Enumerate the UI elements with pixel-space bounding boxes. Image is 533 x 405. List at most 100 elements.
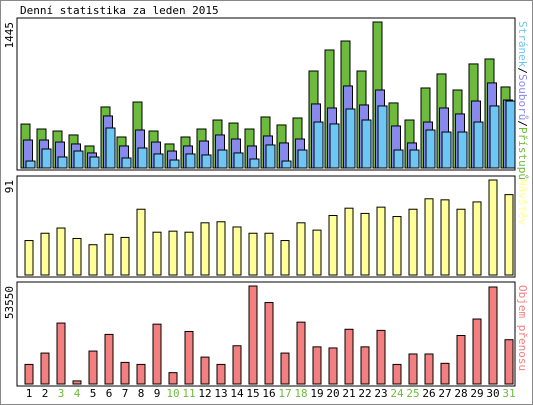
bar — [120, 361, 130, 385]
bar — [168, 230, 178, 276]
x-tick-label: 11 — [182, 387, 195, 400]
x-tick-label: 10 — [166, 387, 179, 400]
y-tick-label: 53550 — [3, 286, 16, 319]
x-tick-label: 6 — [106, 387, 113, 400]
bar — [472, 318, 482, 385]
bar — [297, 149, 308, 169]
legend-label: Stránek — [516, 21, 529, 68]
bar — [73, 150, 84, 169]
bar — [264, 232, 274, 276]
x-tick-label: 28 — [454, 387, 467, 400]
bar — [233, 152, 244, 169]
bar — [25, 160, 36, 169]
x-tick-label: 9 — [154, 387, 161, 400]
bar — [200, 356, 210, 385]
bar — [473, 121, 484, 169]
x-tick-label: 4 — [74, 387, 81, 400]
x-tick-label: 24 — [390, 387, 404, 400]
x-tick-label: 26 — [422, 387, 435, 400]
bar — [456, 208, 466, 276]
bar — [137, 147, 148, 169]
x-tick-label: 31 — [502, 387, 515, 400]
x-tick-label: 16 — [262, 387, 275, 400]
bar — [345, 108, 356, 169]
bar — [504, 339, 514, 385]
x-tick-label: 3 — [58, 387, 65, 400]
bar — [152, 323, 162, 385]
bar — [312, 229, 322, 276]
chart-title: Denní statistika za leden 2015 — [20, 4, 219, 17]
bar — [408, 353, 418, 385]
bar — [296, 222, 306, 276]
x-tick-label: 15 — [246, 387, 259, 400]
bar — [329, 123, 340, 169]
bar — [40, 352, 50, 385]
x-tick-label: 1 — [26, 387, 33, 400]
x-tick-label: 13 — [214, 387, 227, 400]
bar — [89, 156, 100, 169]
bar — [40, 232, 50, 276]
bar — [265, 144, 276, 169]
bar — [152, 231, 162, 276]
x-tick-label: 21 — [342, 387, 355, 400]
bar — [248, 285, 258, 385]
bar — [185, 153, 196, 169]
bar — [328, 347, 338, 385]
bar — [360, 346, 370, 385]
bar — [393, 149, 404, 169]
bar — [88, 350, 98, 385]
bar — [24, 363, 34, 385]
bar — [56, 322, 66, 385]
bar — [41, 148, 52, 169]
x-tick-label: 18 — [294, 387, 307, 400]
bar — [248, 232, 258, 276]
legend: Stránek/Souborů/Přístupů — [516, 21, 529, 180]
bar — [232, 345, 242, 385]
x-tick-label: 5 — [90, 387, 97, 400]
bar — [440, 362, 450, 385]
bar — [409, 149, 420, 169]
bar — [153, 153, 164, 169]
bar — [105, 127, 116, 169]
legend: Objem přenosu — [516, 285, 529, 371]
bar — [104, 333, 114, 385]
x-tick-label: 17 — [278, 387, 291, 400]
bar — [425, 129, 436, 169]
x-tick-label: 14 — [230, 387, 244, 400]
bar — [392, 216, 402, 276]
bar — [280, 240, 290, 276]
bar — [392, 363, 402, 385]
bar — [488, 179, 498, 276]
bar — [72, 380, 82, 385]
bar — [505, 100, 516, 169]
legend-label: Návštěv — [516, 179, 529, 226]
bar — [120, 236, 130, 276]
bar — [328, 214, 338, 276]
bar — [456, 335, 466, 385]
bar — [489, 105, 500, 169]
x-tick-label: 29 — [470, 387, 483, 400]
bar — [376, 206, 386, 276]
bar — [216, 221, 226, 276]
bar — [169, 159, 180, 169]
bar — [57, 156, 68, 169]
bar — [232, 226, 242, 276]
x-tick-label: 12 — [198, 387, 211, 400]
x-tick-label: 25 — [406, 387, 419, 400]
bar — [249, 158, 260, 169]
bar — [201, 154, 212, 169]
y-tick-label: 91 — [3, 180, 16, 193]
bar — [72, 237, 82, 276]
bar — [104, 233, 114, 276]
legend-label: Souborů — [516, 74, 529, 120]
bar — [200, 222, 210, 276]
bar — [424, 198, 434, 276]
y-tick-label: 1445 — [3, 22, 16, 49]
legend-label: Přístupů — [516, 127, 529, 180]
x-tick-label: 30 — [486, 387, 499, 400]
x-tick-label: 19 — [310, 387, 323, 400]
bar — [376, 329, 386, 385]
bar — [504, 194, 514, 276]
bar — [361, 119, 372, 169]
